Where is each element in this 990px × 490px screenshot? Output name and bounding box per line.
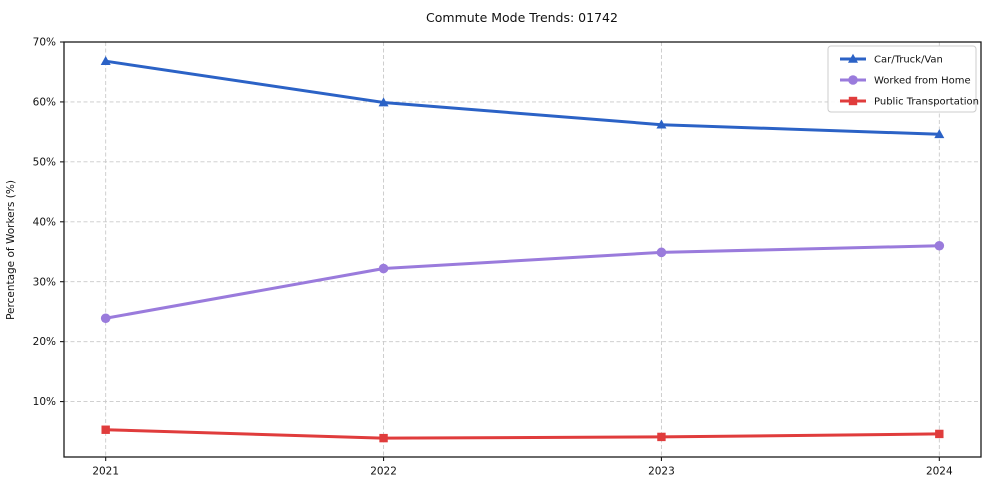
y-tick-label: 50% <box>33 156 56 168</box>
data-point-public-transportation <box>101 425 110 434</box>
y-tick-label: 60% <box>33 97 56 109</box>
legend-label: Car/Truck/Van <box>874 55 943 66</box>
series-line-public-transportation <box>104 428 941 440</box>
y-tick-label: 70% <box>33 37 56 49</box>
y-tick-label: 10% <box>33 396 56 408</box>
data-point-car-truck-van <box>378 97 389 107</box>
x-tick-label: 2024 <box>926 466 953 478</box>
data-point-public-transportation <box>657 432 666 442</box>
legend-box <box>827 45 977 113</box>
series-public-transportation <box>101 425 944 443</box>
legend-label: Public Transportation <box>874 97 979 108</box>
legend-triangle-icon <box>848 53 858 63</box>
legend-label: Worked from Home <box>874 76 971 87</box>
data-point-car-truck-van <box>656 119 667 129</box>
plot-area: 10% 20% 30% 40% 50% 60% 70% 2021 2022 2023 2024 Car… <box>33 37 982 478</box>
data-point-worked-from-home <box>100 313 111 324</box>
data-point-public-transportation <box>379 433 388 443</box>
data-point-worked-from-home <box>656 247 667 258</box>
legend-square-icon <box>848 96 858 106</box>
data-point-car-truck-van <box>100 55 111 65</box>
y-tick-label: 40% <box>33 216 56 228</box>
y-tick-label: 30% <box>33 276 56 288</box>
series-worked-from-home <box>100 240 945 324</box>
chart-title: Commute Mode Trends: 01742 <box>426 10 618 25</box>
legend: Car/Truck/Van Worked from Home Public Tran… <box>827 45 979 113</box>
legend-item-car-truck-van: Car/Truck/Van <box>840 53 943 66</box>
series-line-car-truck-van <box>104 59 941 136</box>
x-tick-label: 2023 <box>648 466 675 478</box>
x-tick-label: 2021 <box>92 466 119 478</box>
y-tick-label: 20% <box>33 336 56 348</box>
y-axis-label: Percentage of Workers (%) <box>5 180 17 320</box>
data-point-worked-from-home <box>934 240 945 251</box>
data-point-public-transportation <box>935 429 944 439</box>
legend-circle-icon <box>848 75 858 85</box>
series-line-worked-from-home <box>104 244 941 320</box>
legend-item-public-transportation: Public Transportation <box>840 97 979 108</box>
axes-frame <box>63 41 982 458</box>
data-point-car-truck-van <box>934 129 945 139</box>
series-car-truck-van <box>100 55 945 139</box>
x-tick-label: 2022 <box>370 466 397 478</box>
data-point-worked-from-home <box>378 263 389 274</box>
legend-item-worked-from-home: Worked from Home <box>840 75 971 87</box>
